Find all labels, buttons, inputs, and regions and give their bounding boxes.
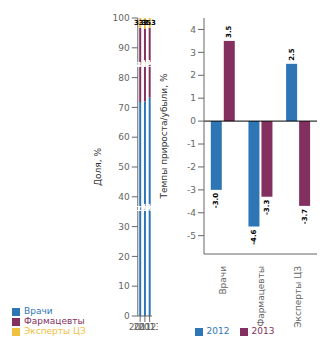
svg-text:70: 70 — [118, 103, 130, 113]
svg-text:-3: -3 — [187, 185, 196, 195]
svg-text:90: 90 — [118, 43, 130, 53]
svg-text:2.5: 2.5 — [288, 48, 296, 61]
svg-text:2: 2 — [190, 70, 196, 80]
html-text:Фармацевты: Фармацевты — [24, 316, 85, 326]
html-text:2012: 2012 — [206, 326, 230, 336]
svg-text:0: 0 — [190, 116, 196, 126]
svg-text:-3.0: -3.0 — [212, 193, 220, 208]
svg-text:Фармацевты: Фармацевты — [256, 266, 266, 327]
svg-text:4: 4 — [190, 25, 196, 35]
svg-text:80: 80 — [118, 73, 130, 83]
svg-text:3: 3 — [190, 48, 196, 58]
svg-text:10: 10 — [118, 281, 130, 291]
svg-text:Врачи: Врачи — [218, 266, 228, 295]
svg-text:73.3: 73.3 — [141, 203, 158, 211]
svg-text:2013: 2013 — [138, 322, 158, 332]
svg-text:100: 100 — [113, 13, 130, 23]
svg-text:20: 20 — [118, 252, 130, 262]
svg-text:60: 60 — [118, 132, 130, 142]
svg-text:30: 30 — [118, 222, 130, 232]
html-text:2013: 2013 — [251, 326, 275, 336]
svg-text:50: 50 — [118, 162, 130, 172]
svg-text:0: 0 — [124, 311, 130, 321]
svg-text:-4.6: -4.6 — [250, 229, 258, 244]
svg-text:40: 40 — [118, 192, 130, 202]
svg-text:-3.7: -3.7 — [301, 209, 309, 224]
svg-text:3.3: 3.3 — [143, 19, 156, 27]
svg-text:-5: -5 — [187, 231, 196, 241]
html-text:Врачи: Врачи — [24, 306, 53, 316]
svg-text:3.5: 3.5 — [225, 25, 233, 38]
html-text:Эксперты ЦЗ: Эксперты ЦЗ — [24, 326, 86, 336]
svg-text:-3.3: -3.3 — [263, 200, 271, 215]
svg-text:1: 1 — [190, 93, 196, 103]
svg-text:-4: -4 — [187, 208, 196, 218]
svg-text:Доля, %: Доля, % — [93, 148, 103, 186]
svg-text:23.4: 23.4 — [141, 59, 158, 67]
svg-text:Эксперты ЦЗ: Эксперты ЦЗ — [293, 266, 303, 328]
svg-text:-1: -1 — [187, 139, 196, 149]
svg-text:Темпы прироста/убыли, %: Темпы прироста/убыли, % — [159, 73, 169, 199]
svg-text:-2: -2 — [187, 162, 196, 172]
